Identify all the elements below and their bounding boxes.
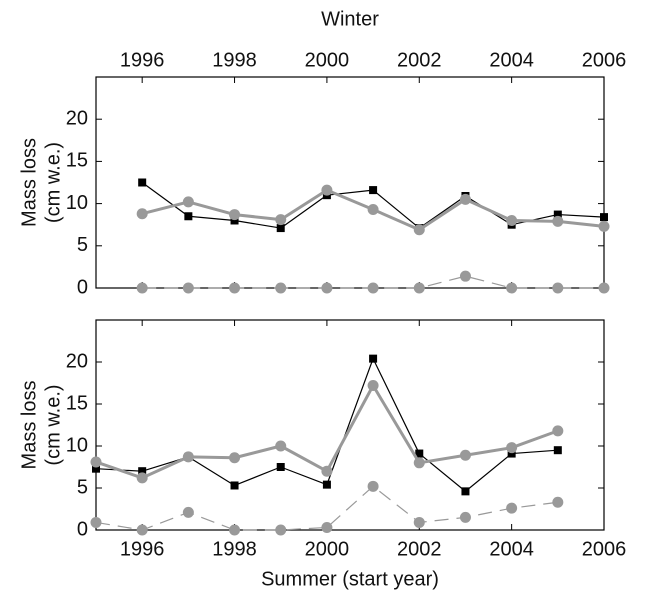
point-marker xyxy=(413,516,425,528)
point-marker xyxy=(136,208,148,220)
point-marker xyxy=(182,506,194,518)
point-marker xyxy=(182,282,194,294)
x-tick-label: 2006 xyxy=(582,49,627,71)
point-marker xyxy=(182,451,194,463)
point-marker xyxy=(322,480,331,489)
chart-title: Winter xyxy=(321,8,379,30)
point-marker xyxy=(276,224,285,233)
point-marker xyxy=(459,449,471,461)
point-marker xyxy=(600,213,608,222)
point-marker xyxy=(369,354,378,363)
y-tick-label: 20 xyxy=(66,350,88,372)
point-marker xyxy=(552,496,564,508)
y-axis-label: (cm w.e.) xyxy=(42,142,64,223)
point-marker xyxy=(367,282,379,294)
point-marker xyxy=(321,282,333,294)
point-marker xyxy=(90,516,102,528)
point-marker xyxy=(136,524,148,536)
point-marker xyxy=(553,210,562,219)
y-axis-label: Mass loss xyxy=(18,381,40,470)
point-marker xyxy=(229,524,241,536)
point-marker xyxy=(459,193,471,205)
point-marker xyxy=(230,216,239,225)
point-marker xyxy=(182,196,194,208)
point-marker xyxy=(552,425,564,437)
point-marker xyxy=(552,215,564,227)
point-marker xyxy=(552,282,564,294)
point-marker xyxy=(506,282,518,294)
point-marker xyxy=(276,463,285,471)
point-marker xyxy=(369,186,378,195)
x-tick-label: 1996 xyxy=(120,49,165,71)
point-marker xyxy=(553,446,562,455)
point-marker xyxy=(413,457,425,469)
point-marker xyxy=(90,456,102,468)
y-tick-label: 10 xyxy=(66,192,88,214)
point-marker xyxy=(367,204,379,216)
point-marker xyxy=(229,452,241,464)
point-marker xyxy=(367,480,379,492)
point-marker xyxy=(275,214,287,226)
y-axis-label: Mass loss xyxy=(18,138,40,227)
point-marker xyxy=(136,472,148,484)
point-marker xyxy=(184,212,193,221)
point-marker xyxy=(506,502,518,514)
point-marker xyxy=(230,481,239,490)
point-marker xyxy=(92,464,100,473)
point-marker xyxy=(598,282,610,294)
point-marker xyxy=(506,442,518,454)
y-tick-label: 5 xyxy=(77,476,88,498)
x-axis-label: Summer (start year) xyxy=(261,568,439,590)
point-marker xyxy=(275,524,287,536)
plot-frame xyxy=(95,76,605,289)
point-marker xyxy=(413,224,425,236)
y-axis-label: (cm w.e.) xyxy=(42,384,64,465)
point-marker xyxy=(321,521,333,533)
y-tick-label: 15 xyxy=(66,150,88,172)
point-marker xyxy=(413,282,425,294)
x-tick-label: 1996 xyxy=(120,538,165,560)
point-marker xyxy=(461,487,470,496)
y-tick-label: 0 xyxy=(77,276,88,298)
x-tick-label: 2004 xyxy=(489,49,534,71)
point-marker xyxy=(275,282,287,294)
point-marker xyxy=(367,380,379,392)
point-marker xyxy=(136,282,148,294)
x-tick-label: 1998 xyxy=(212,538,257,560)
point-marker xyxy=(598,220,610,232)
point-marker xyxy=(506,214,518,226)
y-tick-label: 15 xyxy=(66,392,88,414)
x-tick-label: 2004 xyxy=(489,538,534,560)
point-marker xyxy=(459,511,471,523)
series-line xyxy=(95,485,558,531)
point-marker xyxy=(507,449,516,458)
point-marker xyxy=(415,449,424,458)
x-tick-label: 1998 xyxy=(212,49,257,71)
plot-frame xyxy=(95,319,605,531)
point-marker xyxy=(459,270,471,282)
y-tick-label: 10 xyxy=(66,434,88,456)
x-tick-label: 2002 xyxy=(397,49,442,71)
x-tick-label: 2006 xyxy=(582,538,627,560)
x-tick-label: 2002 xyxy=(397,538,442,560)
point-marker xyxy=(138,467,147,476)
point-marker xyxy=(229,282,241,294)
point-marker xyxy=(321,184,333,196)
point-marker xyxy=(229,209,241,221)
y-tick-label: 0 xyxy=(77,518,88,540)
x-tick-label: 2000 xyxy=(305,49,350,71)
point-marker xyxy=(275,440,287,452)
y-tick-label: 20 xyxy=(66,107,88,129)
point-marker xyxy=(138,178,147,187)
y-tick-label: 5 xyxy=(77,234,88,256)
x-tick-label: 2000 xyxy=(305,538,350,560)
point-marker xyxy=(321,465,333,477)
